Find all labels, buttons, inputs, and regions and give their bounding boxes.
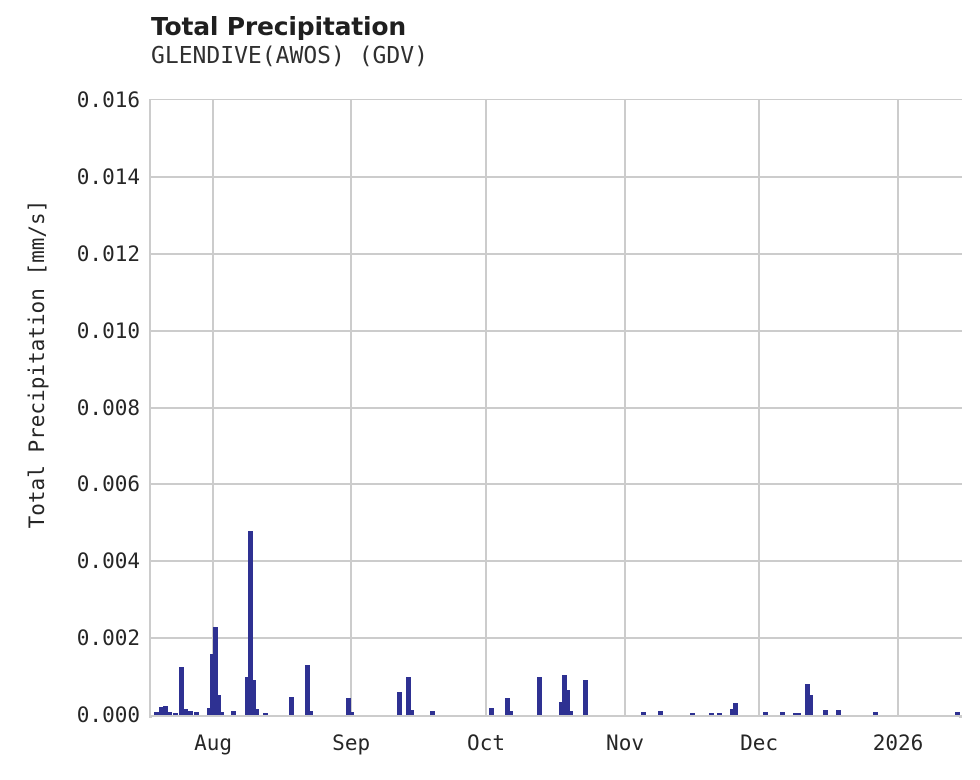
plot-area <box>151 100 962 715</box>
bar <box>708 712 714 715</box>
bar <box>212 626 218 715</box>
bar <box>872 711 878 715</box>
gridline-horizontal <box>151 329 962 332</box>
gridline-horizontal <box>151 560 962 563</box>
gridline-vertical <box>758 100 761 715</box>
bar <box>154 711 159 715</box>
y-tick-label: 0.014 <box>76 164 140 189</box>
bar <box>244 676 250 715</box>
axis-spine-bottom <box>149 714 962 717</box>
bar <box>288 696 294 715</box>
bar <box>348 711 354 715</box>
y-axis-title: Total Precipitation [mm/s] <box>25 199 49 529</box>
bar <box>215 694 221 715</box>
y-tick-label: 0.012 <box>76 241 140 266</box>
bar <box>657 711 663 715</box>
bar <box>732 703 738 715</box>
bar <box>163 705 168 715</box>
title-block: Total Precipitation GLENDIVE(AWOS) (GDV) <box>151 12 851 71</box>
x-tick-label: Dec <box>740 731 779 755</box>
chart-subtitle: GLENDIVE(AWOS) (GDV) <box>151 43 428 69</box>
bar <box>505 698 511 715</box>
gridline-horizontal <box>151 175 962 178</box>
bar <box>689 712 695 715</box>
bar <box>182 708 188 715</box>
bar <box>729 709 735 715</box>
bar <box>307 711 313 715</box>
y-tick-label: 0.000 <box>76 703 140 727</box>
y-tick-label: 0.006 <box>76 472 140 497</box>
bar <box>508 711 514 715</box>
y-axis-tick-labels: 0.000 0.002 0.004 0.006 0.008 0.010 0.012 0.014… <box>0 0 140 780</box>
bar <box>792 712 798 715</box>
bar <box>408 710 414 715</box>
gridline-vertical <box>624 100 627 715</box>
bar <box>193 711 199 715</box>
bar <box>640 711 646 715</box>
bar <box>808 695 814 715</box>
chart-title: Total Precipitation <box>151 12 406 41</box>
bar <box>429 710 435 715</box>
bar <box>762 711 768 715</box>
x-tick-label: 2026 <box>872 731 924 755</box>
bar <box>166 711 172 715</box>
axis-spine-left <box>149 99 152 718</box>
y-tick-label: 0.004 <box>76 549 140 574</box>
bar <box>345 698 351 715</box>
bar <box>559 701 565 715</box>
gridline-vertical <box>212 100 215 715</box>
bar <box>823 710 829 715</box>
bar <box>206 708 212 715</box>
bar <box>405 676 411 715</box>
bar <box>583 680 589 715</box>
bar <box>568 711 574 715</box>
bar <box>209 653 215 715</box>
bar <box>253 709 259 715</box>
y-tick-label: 0.002 <box>76 626 140 651</box>
bar <box>230 711 236 715</box>
bar <box>218 711 224 715</box>
y-tick-label: 0.016 <box>76 88 140 112</box>
gridline-horizontal <box>151 406 962 409</box>
bar <box>565 690 571 715</box>
gridline-vertical <box>897 100 899 715</box>
bar <box>954 712 960 715</box>
bar <box>796 712 802 715</box>
bar <box>304 665 310 715</box>
bar <box>562 674 568 715</box>
gridline-vertical <box>485 100 488 715</box>
bar <box>537 676 543 715</box>
x-tick-label: Oct <box>467 731 505 755</box>
y-tick-label: 0.010 <box>76 318 140 343</box>
bar <box>178 666 184 715</box>
gridline-horizontal <box>151 637 962 640</box>
gridline-vertical <box>350 100 353 715</box>
bar <box>159 707 165 715</box>
bar <box>396 691 402 715</box>
bar <box>172 713 178 715</box>
bar <box>489 708 495 715</box>
bar <box>836 710 842 715</box>
bar <box>187 711 193 715</box>
gridline-horizontal <box>151 252 962 255</box>
y-tick-label: 0.008 <box>76 395 140 420</box>
bar <box>247 530 253 715</box>
bar <box>805 684 811 715</box>
x-tick-label: Nov <box>606 731 644 755</box>
bar <box>716 712 722 715</box>
bar <box>779 712 785 715</box>
x-tick-label: Sep <box>332 731 371 755</box>
x-tick-label: Aug <box>194 731 233 755</box>
gridline-horizontal <box>151 483 962 486</box>
bar <box>250 680 256 715</box>
bar <box>262 712 268 715</box>
